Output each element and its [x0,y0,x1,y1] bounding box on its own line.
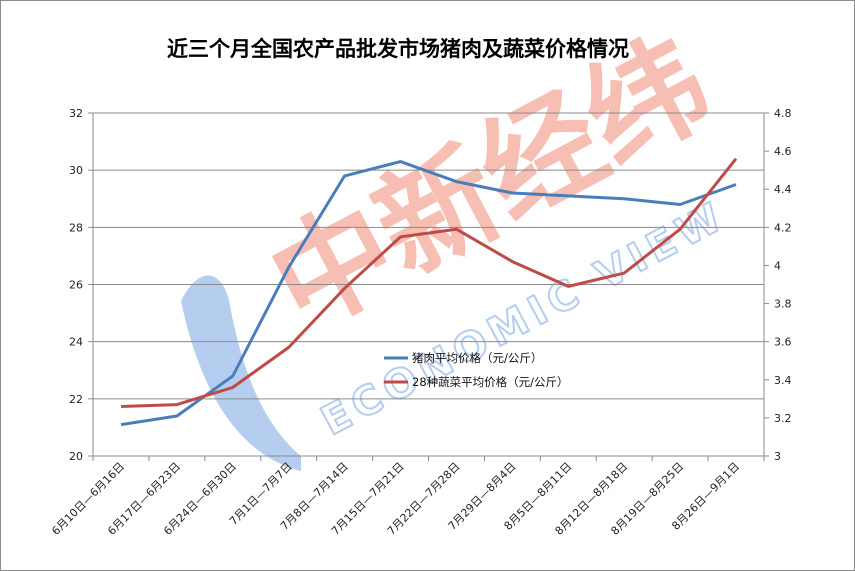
series-lines [120,157,738,427]
x-axis-ticks: 6月10日—6月16日6月17日—6月23日6月24日—6月30日7月1日—7月… [49,456,765,538]
left-axis-ticks: 20 22 24 26 28 30 32 [69,107,93,463]
chart-title: 近三个月全国农产品批发市场猪肉及蔬菜价格情况 [167,37,629,61]
right-tick-label: 3.8 [774,298,792,311]
left-tick-label: 20 [69,450,83,463]
left-tick-label: 28 [69,221,83,234]
legend-label-vegetable: 28种蔬菜平均价格（元/公斤） [412,375,569,389]
gridlines [93,112,764,400]
right-tick-label: 4.8 [774,107,792,120]
right-tick-label: 4.4 [774,183,792,196]
watermark-swoosh-shape [181,275,301,471]
left-tick-label: 30 [69,164,83,177]
legend-label-pork: 猪肉平均价格（元/公斤） [412,351,542,365]
right-tick-label: 3.2 [774,412,792,425]
left-tick-label: 22 [69,393,83,406]
watermark-brand-cn: 中新经纬 [249,12,731,355]
left-tick-label: 32 [69,107,83,120]
left-tick-label: 24 [69,336,83,349]
right-axis-ticks: 3 3.2 3.4 3.6 3.8 4 4.2 4.4 4.6 4.8 [764,107,792,463]
left-tick-label: 26 [69,279,83,292]
right-tick-label: 3 [774,450,781,463]
pork-price-line [120,160,737,427]
right-tick-label: 3.6 [774,336,792,349]
legend: 猪肉平均价格（元/公斤） 28种蔬菜平均价格（元/公斤） [384,351,569,389]
right-tick-label: 4.6 [774,145,792,158]
right-tick-label: 3.4 [774,374,792,387]
watermark-logo: 中新经纬 ECONOMIC VIEW [181,12,735,471]
right-tick-label: 4 [774,259,781,272]
right-tick-label: 4.2 [774,221,792,234]
vegetable-price-line [120,157,738,408]
